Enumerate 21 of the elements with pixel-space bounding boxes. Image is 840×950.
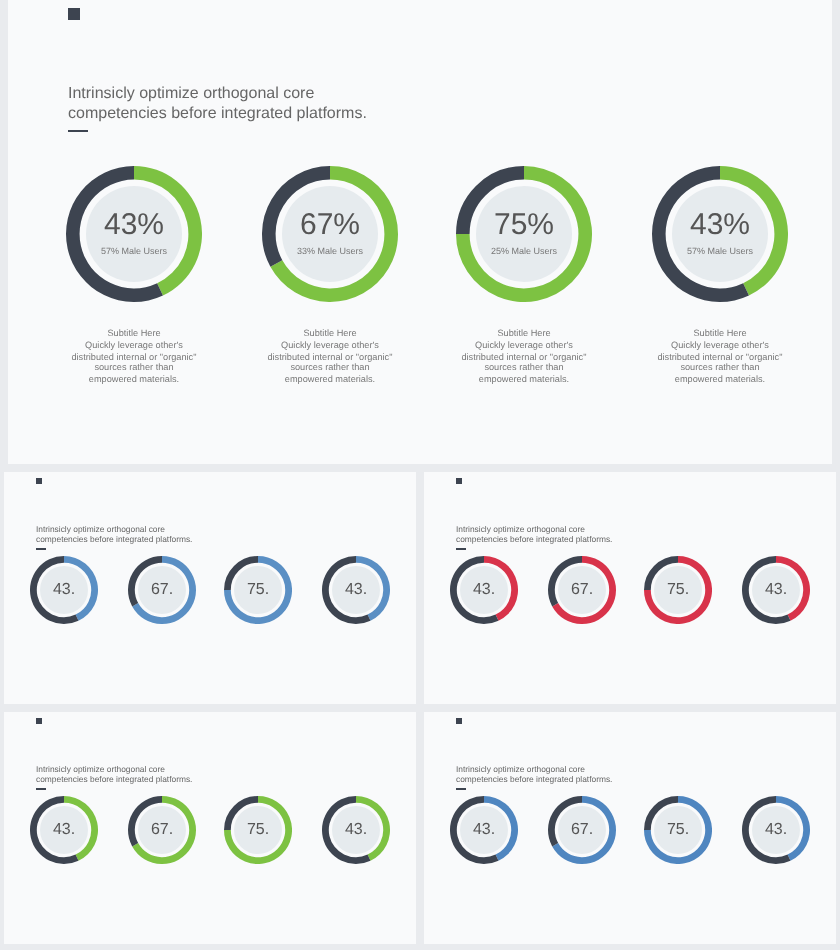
- data-label: 43.: [764, 820, 788, 839]
- data-label: 43.: [344, 820, 368, 839]
- data-label: 43.: [764, 580, 788, 599]
- data-label: 43.: [344, 580, 368, 599]
- data-label: 67%: [299, 208, 361, 243]
- data-label: 75.: [666, 580, 690, 599]
- data-label: 75.: [246, 580, 270, 599]
- data-label: 43.: [52, 580, 76, 599]
- chart-title: Intrinsicly optimize orthogonal core competencies before integrated platforms.: [68, 84, 369, 124]
- data-label: 67.: [570, 580, 594, 599]
- data-label: 67.: [570, 820, 594, 839]
- data-label: 75%: [493, 208, 555, 243]
- data-label: 43%: [689, 208, 751, 243]
- data-label: 43.: [472, 580, 496, 599]
- data-label: 67.: [150, 820, 174, 839]
- data-label: 75.: [246, 820, 270, 839]
- data-label: 43%: [103, 208, 165, 243]
- data-label: 67.: [150, 580, 174, 599]
- data-label: 43.: [472, 820, 496, 839]
- data-label: 75.: [666, 820, 690, 839]
- data-label: 43.: [52, 820, 76, 839]
